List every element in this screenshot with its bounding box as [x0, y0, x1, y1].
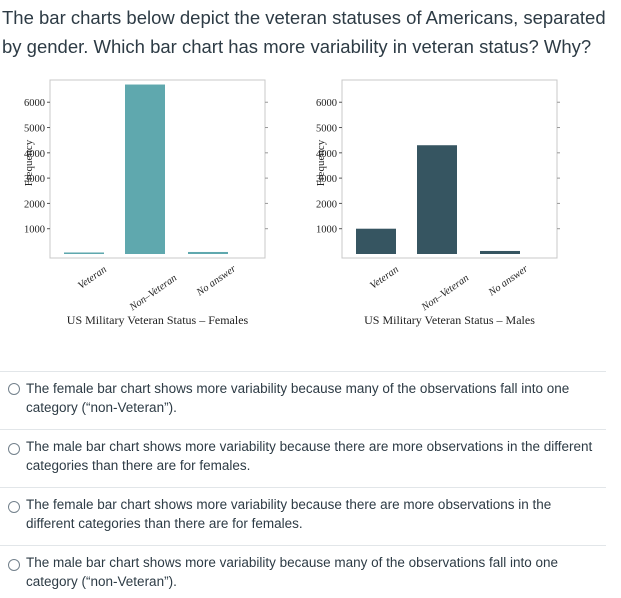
male-bar-chart: 1000 2000 3000 4000 5000 6000 Frequency Veteran…	[315, 79, 560, 327]
y-tick-label: 5000	[24, 124, 45, 135]
answer-option-3[interactable]: The female bar chart shows more variabil…	[0, 487, 606, 546]
bar-non-veteran	[125, 84, 165, 254]
x-tick-label: Non–Veteran	[127, 273, 179, 314]
y-tick-label: 5000	[316, 124, 337, 135]
y-axis-label: Frequency	[315, 139, 327, 186]
y-tick-label: 4000	[24, 149, 45, 160]
female-bar-chart: 1000 2000 3000 4000 5000 6000 Frequency Veteran…	[23, 79, 268, 327]
question-text: The bar charts below depict the veteran …	[2, 7, 606, 57]
y-tick-label: 1000	[316, 225, 337, 236]
y-tick-label: 6000	[316, 98, 337, 109]
bar-no-answer	[480, 250, 520, 254]
answer-label: The female bar chart shows more variabil…	[26, 381, 570, 415]
x-tick-label: Non–Veteran	[419, 273, 471, 314]
y-tick-label: 6000	[24, 98, 45, 109]
answer-option-1[interactable]: The female bar chart shows more variabil…	[0, 371, 606, 430]
x-tick-label: Veteran	[368, 264, 401, 291]
x-tick-label: Veteran	[76, 264, 109, 291]
radio-button[interactable]	[8, 383, 20, 395]
bar-veteran	[64, 252, 104, 254]
answer-label: The male bar chart shows more variabilit…	[26, 555, 559, 589]
y-tick-label: 2000	[24, 199, 45, 210]
plot-frame	[341, 79, 558, 259]
y-tick-label: 2000	[316, 199, 337, 210]
bar-no-answer	[188, 251, 228, 254]
plot-frame	[49, 79, 266, 259]
radio-button[interactable]	[8, 443, 20, 455]
radio-button[interactable]	[8, 501, 20, 513]
bar-non-veteran	[417, 145, 457, 254]
y-tick-label: 3000	[24, 174, 45, 185]
bar-veteran	[356, 228, 396, 254]
answer-label: The male bar chart shows more variabilit…	[26, 439, 593, 473]
answer-label: The female bar chart shows more variabil…	[26, 497, 552, 531]
x-tick-label: No answer	[194, 263, 239, 299]
radio-button[interactable]	[8, 559, 20, 571]
y-tick-label: 4000	[316, 149, 337, 160]
chart-title: US Military Veteran Status – Males	[364, 313, 535, 327]
chart-title: US Military Veteran Status – Females	[67, 313, 249, 327]
y-tick-label: 3000	[316, 174, 337, 185]
y-tick-label: 1000	[24, 225, 45, 236]
answer-option-4[interactable]: The male bar chart shows more variabilit…	[0, 545, 606, 598]
answer-option-2[interactable]: The male bar chart shows more variabilit…	[0, 429, 606, 488]
y-axis-label: Frequency	[23, 139, 35, 186]
x-tick-label: No answer	[486, 263, 531, 299]
